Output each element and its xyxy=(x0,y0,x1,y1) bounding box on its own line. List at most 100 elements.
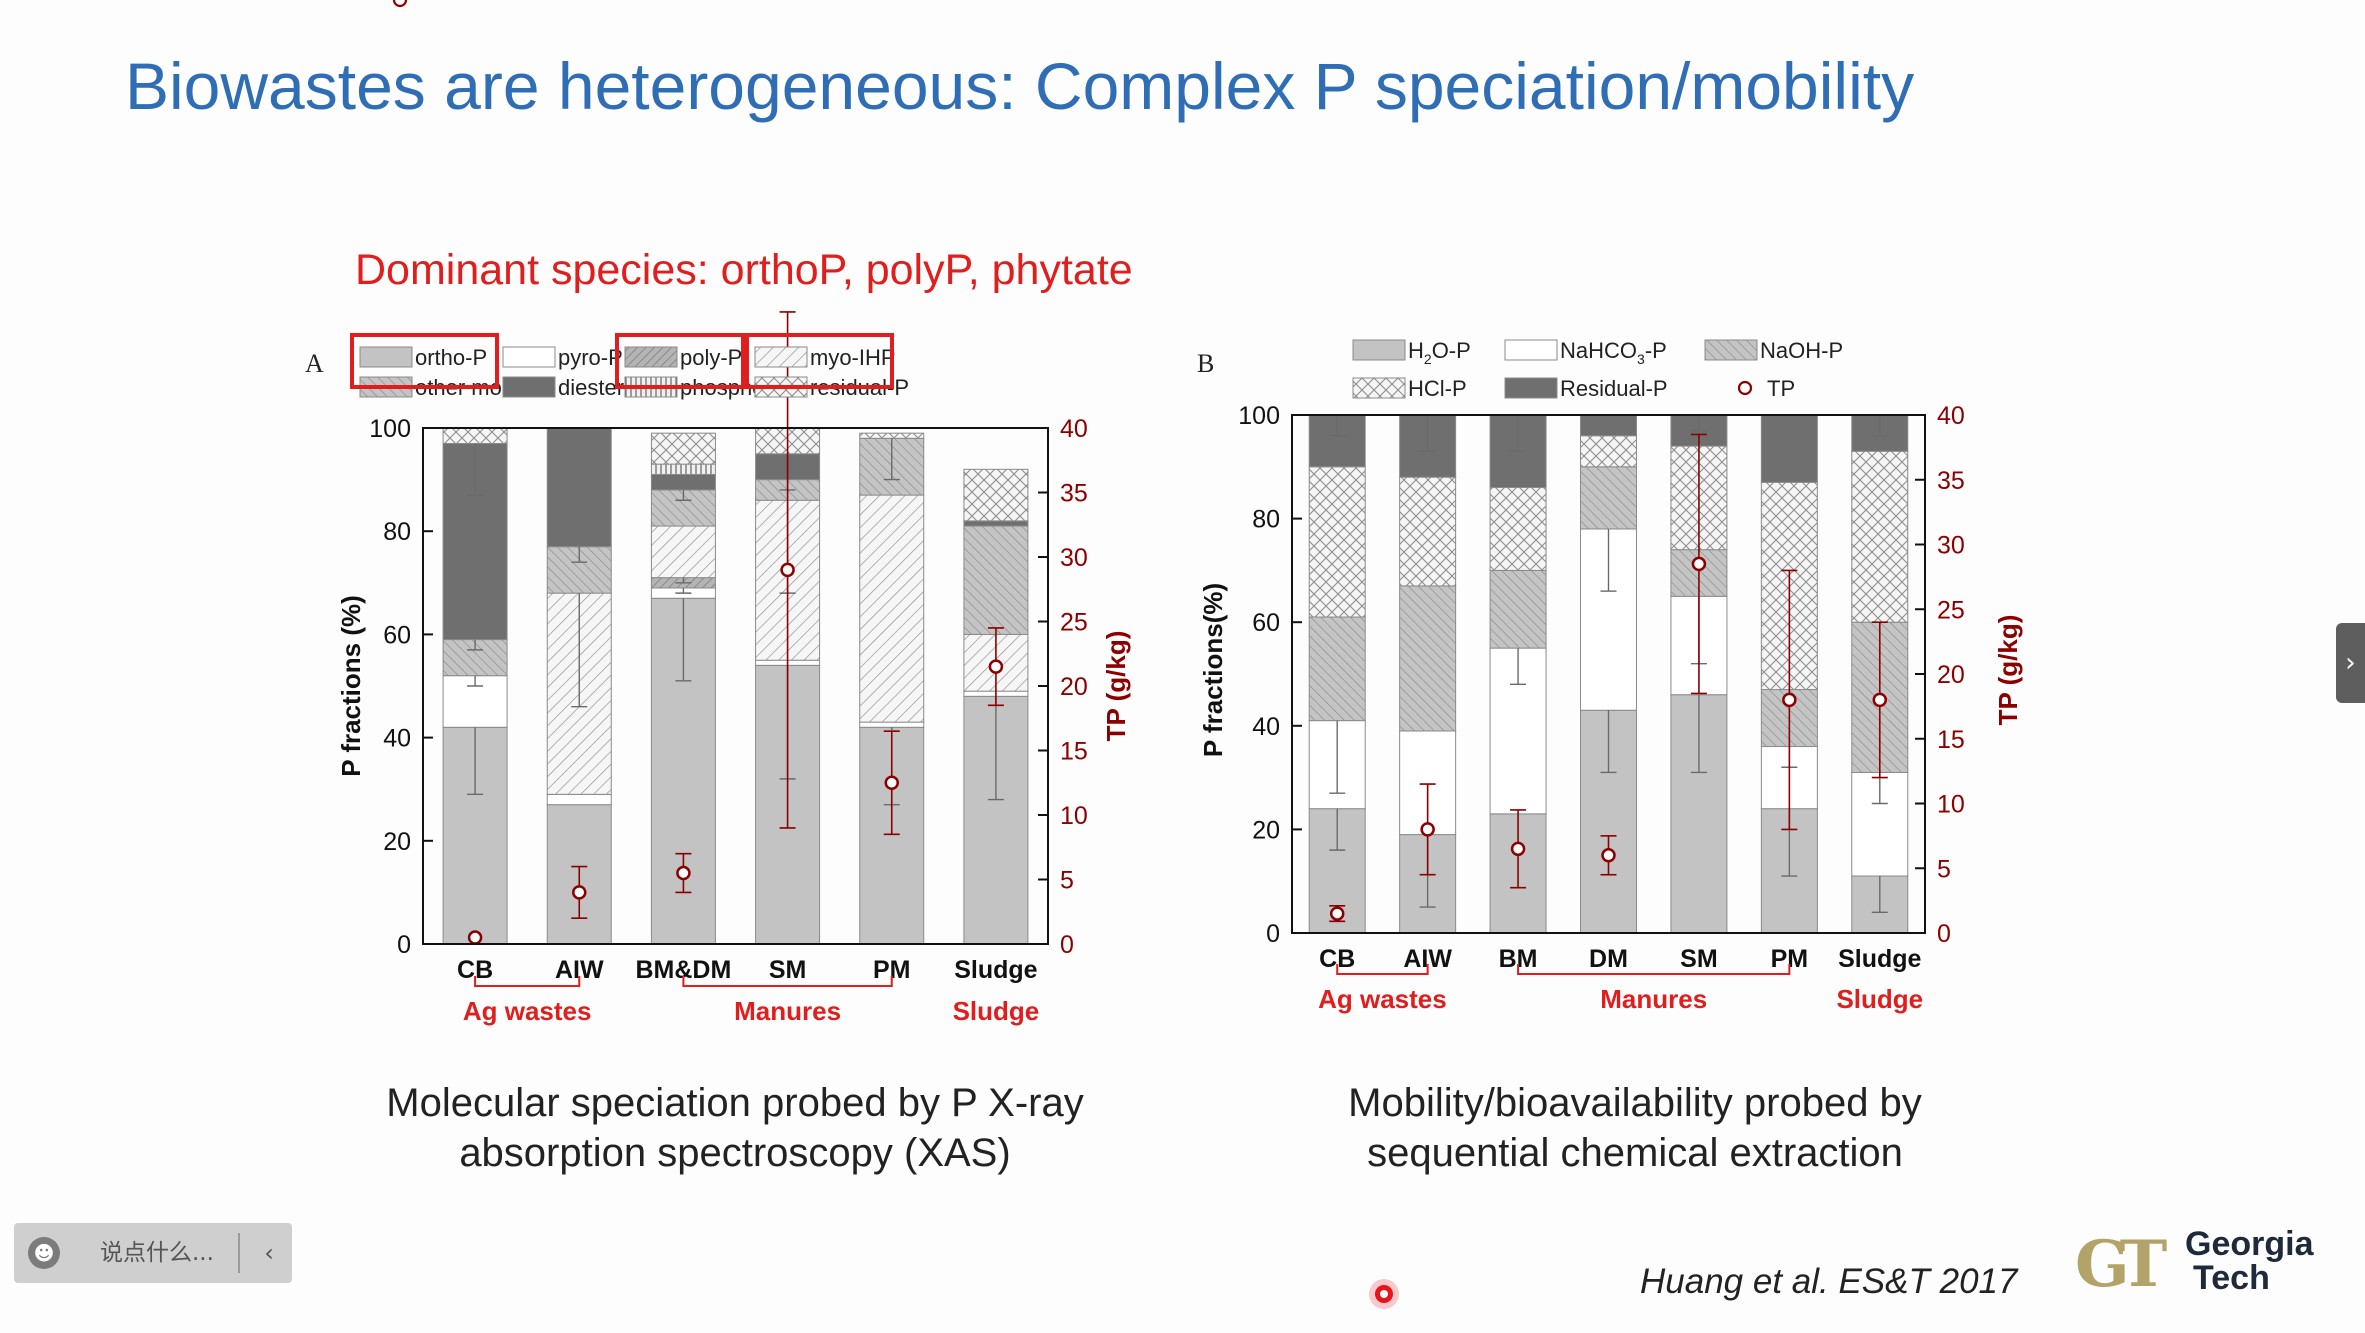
y2-tick-label-15: 15 xyxy=(1937,726,1965,754)
plot-frame xyxy=(422,427,1049,945)
y-tick-label-0: 0 xyxy=(397,931,411,959)
y2-axis-label: TP (g/kg) xyxy=(1993,615,2023,726)
y2-tick-label-5: 5 xyxy=(1937,855,1951,883)
group-bracket-manures xyxy=(1517,964,1791,975)
tp-point-pm xyxy=(884,775,899,790)
group-label-sludge: Sludge xyxy=(1836,984,1923,1014)
y-tick-label-60: 60 xyxy=(1252,609,1280,637)
legend-label-residual-p: Residual-P xyxy=(1560,376,1668,401)
caption-a-line-2: absorption spectroscopy (XAS) xyxy=(459,1131,1011,1175)
y-tick-label-0: 0 xyxy=(1266,920,1280,948)
x-tick-label-sludge: Sludge xyxy=(954,956,1037,984)
y2-tick-label-35: 35 xyxy=(1060,480,1088,508)
tp-point-cb xyxy=(1329,906,1345,921)
bar-segment-residual-p-bm-dm xyxy=(650,432,716,465)
y-tick-label-20: 20 xyxy=(1252,816,1280,844)
bar-segment-diester-p-aiw xyxy=(546,427,612,548)
tp-point-sm xyxy=(780,562,795,578)
panel-letter: B xyxy=(1197,349,1214,378)
tp-point-cb xyxy=(467,930,483,945)
y2-tick-label-20: 20 xyxy=(1060,673,1088,701)
y-tick-label-100: 100 xyxy=(369,415,411,443)
laser-pointer xyxy=(1375,1285,1393,1303)
highlight-box-myo-ihp xyxy=(745,333,894,389)
bar-segment-hcl-p-sludge xyxy=(1851,450,1909,623)
tp-point-aiw xyxy=(1420,822,1435,837)
bar-segment-residual-p-pm xyxy=(1760,414,1818,483)
legend-label-tp: TP xyxy=(422,0,450,5)
highlight-boxes xyxy=(350,333,894,389)
y2-tick-label-35: 35 xyxy=(1937,467,1965,495)
comment-input[interactable]: 说点什么... xyxy=(100,1240,214,1266)
citation: Huang et al. ES&T 2017 xyxy=(1640,1262,2018,1301)
caption-b: Mobility/bioavailability probed by seque… xyxy=(1240,1078,2030,1178)
tp-point-bm xyxy=(1510,841,1526,857)
y2-tick-label-15: 15 xyxy=(1060,738,1088,766)
caption-b-line-1: Mobility/bioavailability probed by xyxy=(1348,1081,1922,1125)
comment-bar: ☻ 说点什么... ‹ xyxy=(14,1223,292,1283)
legend-label-nahco3-p: NaHCO3-P xyxy=(1560,338,1667,367)
bar-segment-hcl-p-cb xyxy=(1308,466,1366,618)
legend-label-pyro-p: pyro-P xyxy=(558,345,623,370)
logo-word-tech: Tech xyxy=(2193,1259,2270,1297)
x-tick-label-sm: SM xyxy=(1680,945,1718,973)
comment-divider xyxy=(238,1233,240,1273)
y2-tick-label-0: 0 xyxy=(1937,920,1951,948)
group-label-manures: Manures xyxy=(734,996,841,1026)
bar-segment-hcl-p-bm xyxy=(1489,487,1547,571)
legend-label-naoh-p: NaOH-P xyxy=(1760,338,1843,363)
y2-tick-label-30: 30 xyxy=(1937,532,1965,560)
legend-label-hcl-p: HCl-P xyxy=(1408,376,1467,401)
y-tick-label-20: 20 xyxy=(383,828,411,856)
y2-tick-label-5: 5 xyxy=(1060,867,1074,895)
y2-tick-label-30: 30 xyxy=(1060,544,1088,572)
legend-label-ortho-p: ortho-P xyxy=(415,345,487,370)
chevron-right-icon[interactable]: › xyxy=(2336,623,2365,703)
tp-point-sludge xyxy=(988,659,1004,674)
legend-swatch-hcl-p xyxy=(1352,377,1406,399)
group-label-ag-wastes: Ag wastes xyxy=(1318,984,1447,1014)
bar-segment-hcl-p-aiw xyxy=(1399,476,1457,587)
bar-segment-diester-p-bm-dm xyxy=(650,473,716,491)
y2-tick-label-40: 40 xyxy=(1937,402,1965,430)
group-label-ag-wastes: Ag wastes xyxy=(463,996,592,1026)
bar-segment-residual-p-cb xyxy=(442,427,508,444)
group-bracket-manures xyxy=(682,976,893,987)
tp-point-sm xyxy=(1691,556,1707,572)
y2-tick-label-40: 40 xyxy=(1060,415,1088,443)
legend-label-h2o-p: H2O-P xyxy=(1408,338,1471,367)
chart-b: BCB AIW BM DM SM PM Sludge02040608010005101520… xyxy=(1197,338,2023,1014)
legend-swatch-diester-p xyxy=(502,376,556,398)
georgia-tech-logo: GT Georgia Tech xyxy=(2075,1225,2315,1305)
smile-icon[interactable]: ☻ xyxy=(28,1237,60,1269)
x-tick-label-sludge: Sludge xyxy=(1838,945,1921,973)
caption-a: Molecular speciation probed by P X-ray a… xyxy=(320,1078,1150,1178)
legend-swatch-nahco3-p xyxy=(1504,339,1558,361)
tp-point-dm xyxy=(1601,848,1616,863)
bar-segment-hcl-p-dm xyxy=(1580,435,1637,468)
tp-point-bm-dm xyxy=(676,865,691,881)
legend-label-myo-ihp: myo-IHP xyxy=(810,345,896,370)
bar-segment-myo-ihp-pm xyxy=(859,494,925,723)
chart-a: ACB AIW BM&DM SM PM Sludge0204060801000510152… xyxy=(305,0,1131,1026)
y-axis-label: P fractions (%) xyxy=(336,595,366,777)
legend-swatch-h2o-p xyxy=(1352,339,1406,361)
legend-swatch-myo-ihp xyxy=(754,346,808,368)
bar-segment-naoh-p-cb xyxy=(1308,616,1366,722)
chevron-left-icon[interactable]: ‹ xyxy=(264,1239,274,1267)
bar-segment-residual-p-sludge xyxy=(963,468,1029,522)
legend-swatch-naoh-p xyxy=(1704,339,1758,361)
legend-swatch-ortho-p xyxy=(359,346,413,368)
slide-title: Biowastes are heterogeneous: Complex P s… xyxy=(125,49,1915,123)
caption-a-line-1: Molecular speciation probed by P X-ray xyxy=(386,1081,1084,1125)
bar-segment-other-mono-p-sludge xyxy=(963,525,1029,635)
bar-segment-naoh-p-aiw xyxy=(1399,585,1457,732)
y2-axis-label: TP (g/kg) xyxy=(1101,631,1131,742)
group-label-sludge: Sludge xyxy=(953,996,1040,1026)
y-axis-label: P fractions(%) xyxy=(1198,583,1228,757)
highlight-box-ortho-p xyxy=(350,333,499,389)
bar-segment-naoh-p-dm xyxy=(1580,466,1637,530)
panel-letter: A xyxy=(305,349,324,378)
legend-label-tp: TP xyxy=(1767,376,1795,401)
gt-monogram: GT xyxy=(2075,1227,2167,1302)
